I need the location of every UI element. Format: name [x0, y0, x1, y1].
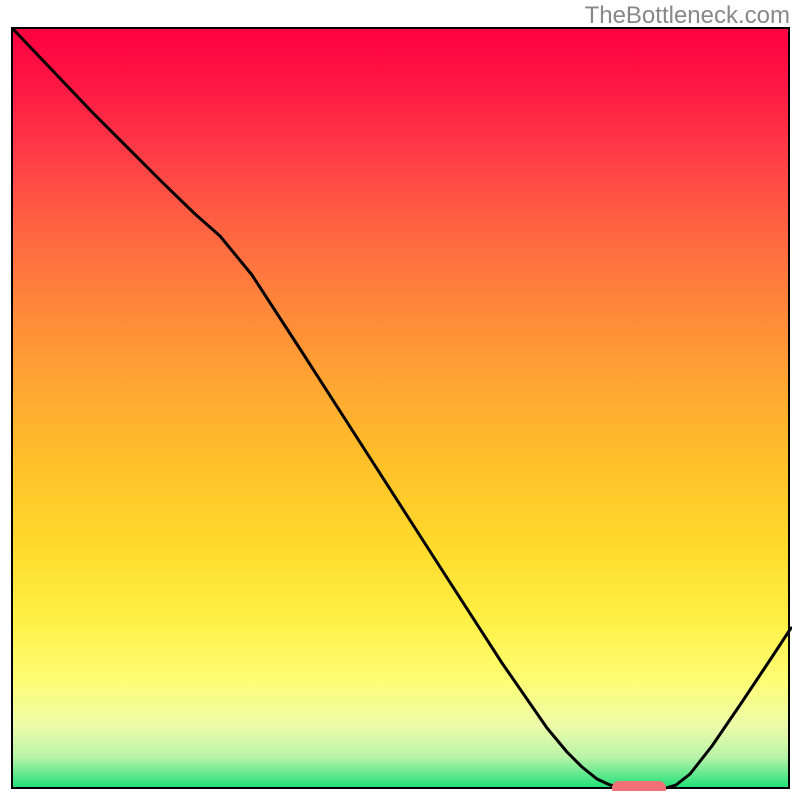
chart-overlay	[13, 29, 792, 791]
bottleneck-curve	[13, 29, 791, 788]
chart-canvas: TheBottleneck.com	[0, 0, 800, 800]
plot-frame	[11, 27, 790, 789]
optimal-range-marker	[612, 781, 666, 791]
watermark-text: TheBottleneck.com	[585, 4, 790, 28]
